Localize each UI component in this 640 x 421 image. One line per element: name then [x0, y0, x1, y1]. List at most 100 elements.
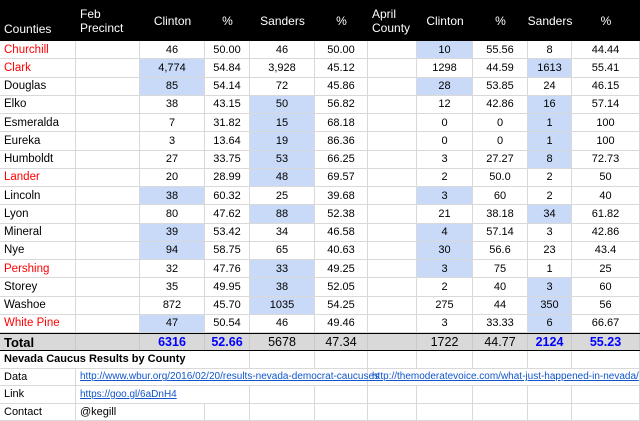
cell-april-county-empty[interactable]: [368, 95, 417, 114]
cell-april-county-empty[interactable]: [368, 114, 417, 133]
header-feb-clinton-pct[interactable]: %: [222, 13, 233, 28]
cell-apr-sanders-pct[interactable]: 43.4: [572, 241, 640, 260]
cell-feb-clinton-pct[interactable]: 45.70: [205, 296, 250, 315]
cell-feb-precinct-empty[interactable]: [76, 114, 140, 133]
cell-county[interactable]: Mineral: [0, 223, 76, 242]
cell-feb-clinton[interactable]: 85: [140, 77, 205, 96]
cell-apr-sanders[interactable]: 1: [528, 114, 572, 133]
cell-apr-sanders-pct[interactable]: 56: [572, 296, 640, 315]
cell-apr-sanders[interactable]: 350: [528, 296, 572, 315]
cell-feb-clinton-pct[interactable]: 60.32: [205, 187, 250, 206]
cell-feb-clinton-pct[interactable]: 50.00: [205, 41, 250, 60]
cell-apr-sanders[interactable]: 24: [528, 77, 572, 96]
cell-county[interactable]: Lander: [0, 168, 76, 187]
cell-feb-sanders-pct[interactable]: 45.12: [315, 59, 368, 78]
cell-county[interactable]: Eureka: [0, 132, 76, 151]
cell-apr-sanders[interactable]: 3: [528, 278, 572, 297]
cell-feb-precinct-empty[interactable]: [76, 150, 140, 169]
cell-april-county-empty[interactable]: [368, 41, 417, 60]
cell-apr-sanders-pct[interactable]: 46.15: [572, 77, 640, 96]
cell-april-county-empty[interactable]: [368, 205, 417, 224]
cell-county[interactable]: Humboldt: [0, 150, 76, 169]
cell-apr-clinton-pct[interactable]: 44: [473, 296, 528, 315]
empty-cell[interactable]: [572, 351, 640, 369]
cell-feb-clinton-pct[interactable]: 53.42: [205, 223, 250, 242]
cell-apr-sanders[interactable]: 2: [528, 168, 572, 187]
header-feb-precinct[interactable]: Feb Precinct: [80, 6, 124, 35]
cell-apr-sanders[interactable]: 23: [528, 241, 572, 260]
cell-feb-clinton[interactable]: 32: [140, 260, 205, 279]
cell-feb-precinct-empty[interactable]: [76, 77, 140, 96]
cell-apr-clinton[interactable]: 275: [417, 296, 473, 315]
cell-feb-clinton-pct[interactable]: 31.82: [205, 114, 250, 133]
cell-feb-sanders[interactable]: 46: [250, 314, 315, 333]
cell-feb-clinton-pct[interactable]: 58.75: [205, 241, 250, 260]
cell-apr-clinton[interactable]: 0: [417, 132, 473, 151]
empty-cell[interactable]: [417, 403, 473, 421]
cell-apr-sanders[interactable]: 1613: [528, 59, 572, 78]
cell-apr-sanders-pct[interactable]: 40: [572, 187, 640, 206]
cell-county[interactable]: Churchill: [0, 41, 76, 60]
cell-feb-precinct-empty[interactable]: [76, 95, 140, 114]
cell-apr-clinton[interactable]: 3: [417, 187, 473, 206]
cell-feb-clinton-pct[interactable]: 47.62: [205, 205, 250, 224]
cell-feb-sanders-pct[interactable]: 54.25: [315, 296, 368, 315]
header-april-county[interactable]: April County: [372, 6, 411, 35]
cell-april-county-empty[interactable]: [368, 187, 417, 206]
empty-cell[interactable]: [368, 403, 417, 421]
cell-apr-clinton-pct[interactable]: 75: [473, 260, 528, 279]
header-feb-sanders-pct[interactable]: %: [336, 13, 347, 28]
cell-feb-sanders-pct[interactable]: 52.05: [315, 278, 368, 297]
cell-feb-precinct-empty[interactable]: [76, 168, 140, 187]
cell-feb-clinton[interactable]: 35: [140, 278, 205, 297]
cell-april-county-empty[interactable]: [368, 314, 417, 333]
cell-apr-clinton[interactable]: 2: [417, 168, 473, 187]
cell-apr-sanders[interactable]: 8: [528, 41, 572, 60]
total-feb-clinton-pct[interactable]: 52.66: [205, 334, 250, 350]
header-apr-sanders-pct[interactable]: %: [600, 13, 612, 28]
cell-county[interactable]: White Pine: [0, 314, 76, 333]
cell-feb-clinton-pct[interactable]: 50.54: [205, 314, 250, 333]
header-feb-clinton[interactable]: Clinton: [153, 13, 192, 28]
cell-apr-sanders-pct[interactable]: 61.82: [572, 205, 640, 224]
total-feb-sanders[interactable]: 5678: [250, 334, 315, 350]
empty-cell[interactable]: [572, 386, 640, 404]
cell-feb-clinton-pct[interactable]: 49.95: [205, 278, 250, 297]
cell-feb-clinton-pct[interactable]: 28.99: [205, 168, 250, 187]
cell-apr-sanders[interactable]: 34: [528, 205, 572, 224]
cell-feb-sanders-pct[interactable]: 40.63: [315, 241, 368, 260]
cell-feb-sanders[interactable]: 50: [250, 95, 315, 114]
empty-cell[interactable]: [250, 403, 315, 421]
cell-apr-clinton[interactable]: 30: [417, 241, 473, 260]
empty-cell[interactable]: [528, 351, 572, 369]
cell-feb-sanders[interactable]: 3,928: [250, 59, 315, 78]
cell-feb-clinton[interactable]: 39: [140, 223, 205, 242]
cell-feb-precinct-empty[interactable]: [76, 59, 140, 78]
goo-gl-link[interactable]: https://goo.gl/6aDnH4: [80, 388, 177, 400]
cell-feb-sanders-pct[interactable]: 52.38: [315, 205, 368, 224]
cell-apr-clinton[interactable]: 3: [417, 260, 473, 279]
cell-feb-sanders-pct[interactable]: 39.68: [315, 187, 368, 206]
cell-feb-sanders[interactable]: 53: [250, 150, 315, 169]
empty-cell[interactable]: [572, 403, 640, 421]
cell-feb-precinct-empty[interactable]: [76, 41, 140, 60]
cell-april-county-empty[interactable]: [368, 223, 417, 242]
cell-april-county-empty[interactable]: [368, 59, 417, 78]
cell-county[interactable]: Clark: [0, 59, 76, 78]
cell-apr-sanders[interactable]: 1: [528, 132, 572, 151]
total-feb-precinct-empty[interactable]: [76, 334, 140, 350]
cell-feb-precinct-empty[interactable]: [76, 223, 140, 242]
cell-feb-clinton[interactable]: 20: [140, 168, 205, 187]
cell-apr-sanders[interactable]: 1: [528, 260, 572, 279]
cell-feb-clinton-pct[interactable]: 43.15: [205, 95, 250, 114]
cell-apr-clinton-pct[interactable]: 0: [473, 114, 528, 133]
cell-feb-sanders[interactable]: 25: [250, 187, 315, 206]
total-apr-clinton[interactable]: 1722: [417, 334, 473, 350]
wbur-link[interactable]: http://www.wbur.org/2016/02/20/results-n…: [80, 371, 380, 383]
cell-apr-clinton[interactable]: 28: [417, 77, 473, 96]
cell-apr-sanders-pct[interactable]: 100: [572, 114, 640, 133]
cell-feb-sanders[interactable]: 48: [250, 168, 315, 187]
cell-feb-sanders-pct[interactable]: 50.00: [315, 41, 368, 60]
cell-feb-sanders-pct[interactable]: 56.82: [315, 95, 368, 114]
cell-feb-sanders[interactable]: 33: [250, 260, 315, 279]
